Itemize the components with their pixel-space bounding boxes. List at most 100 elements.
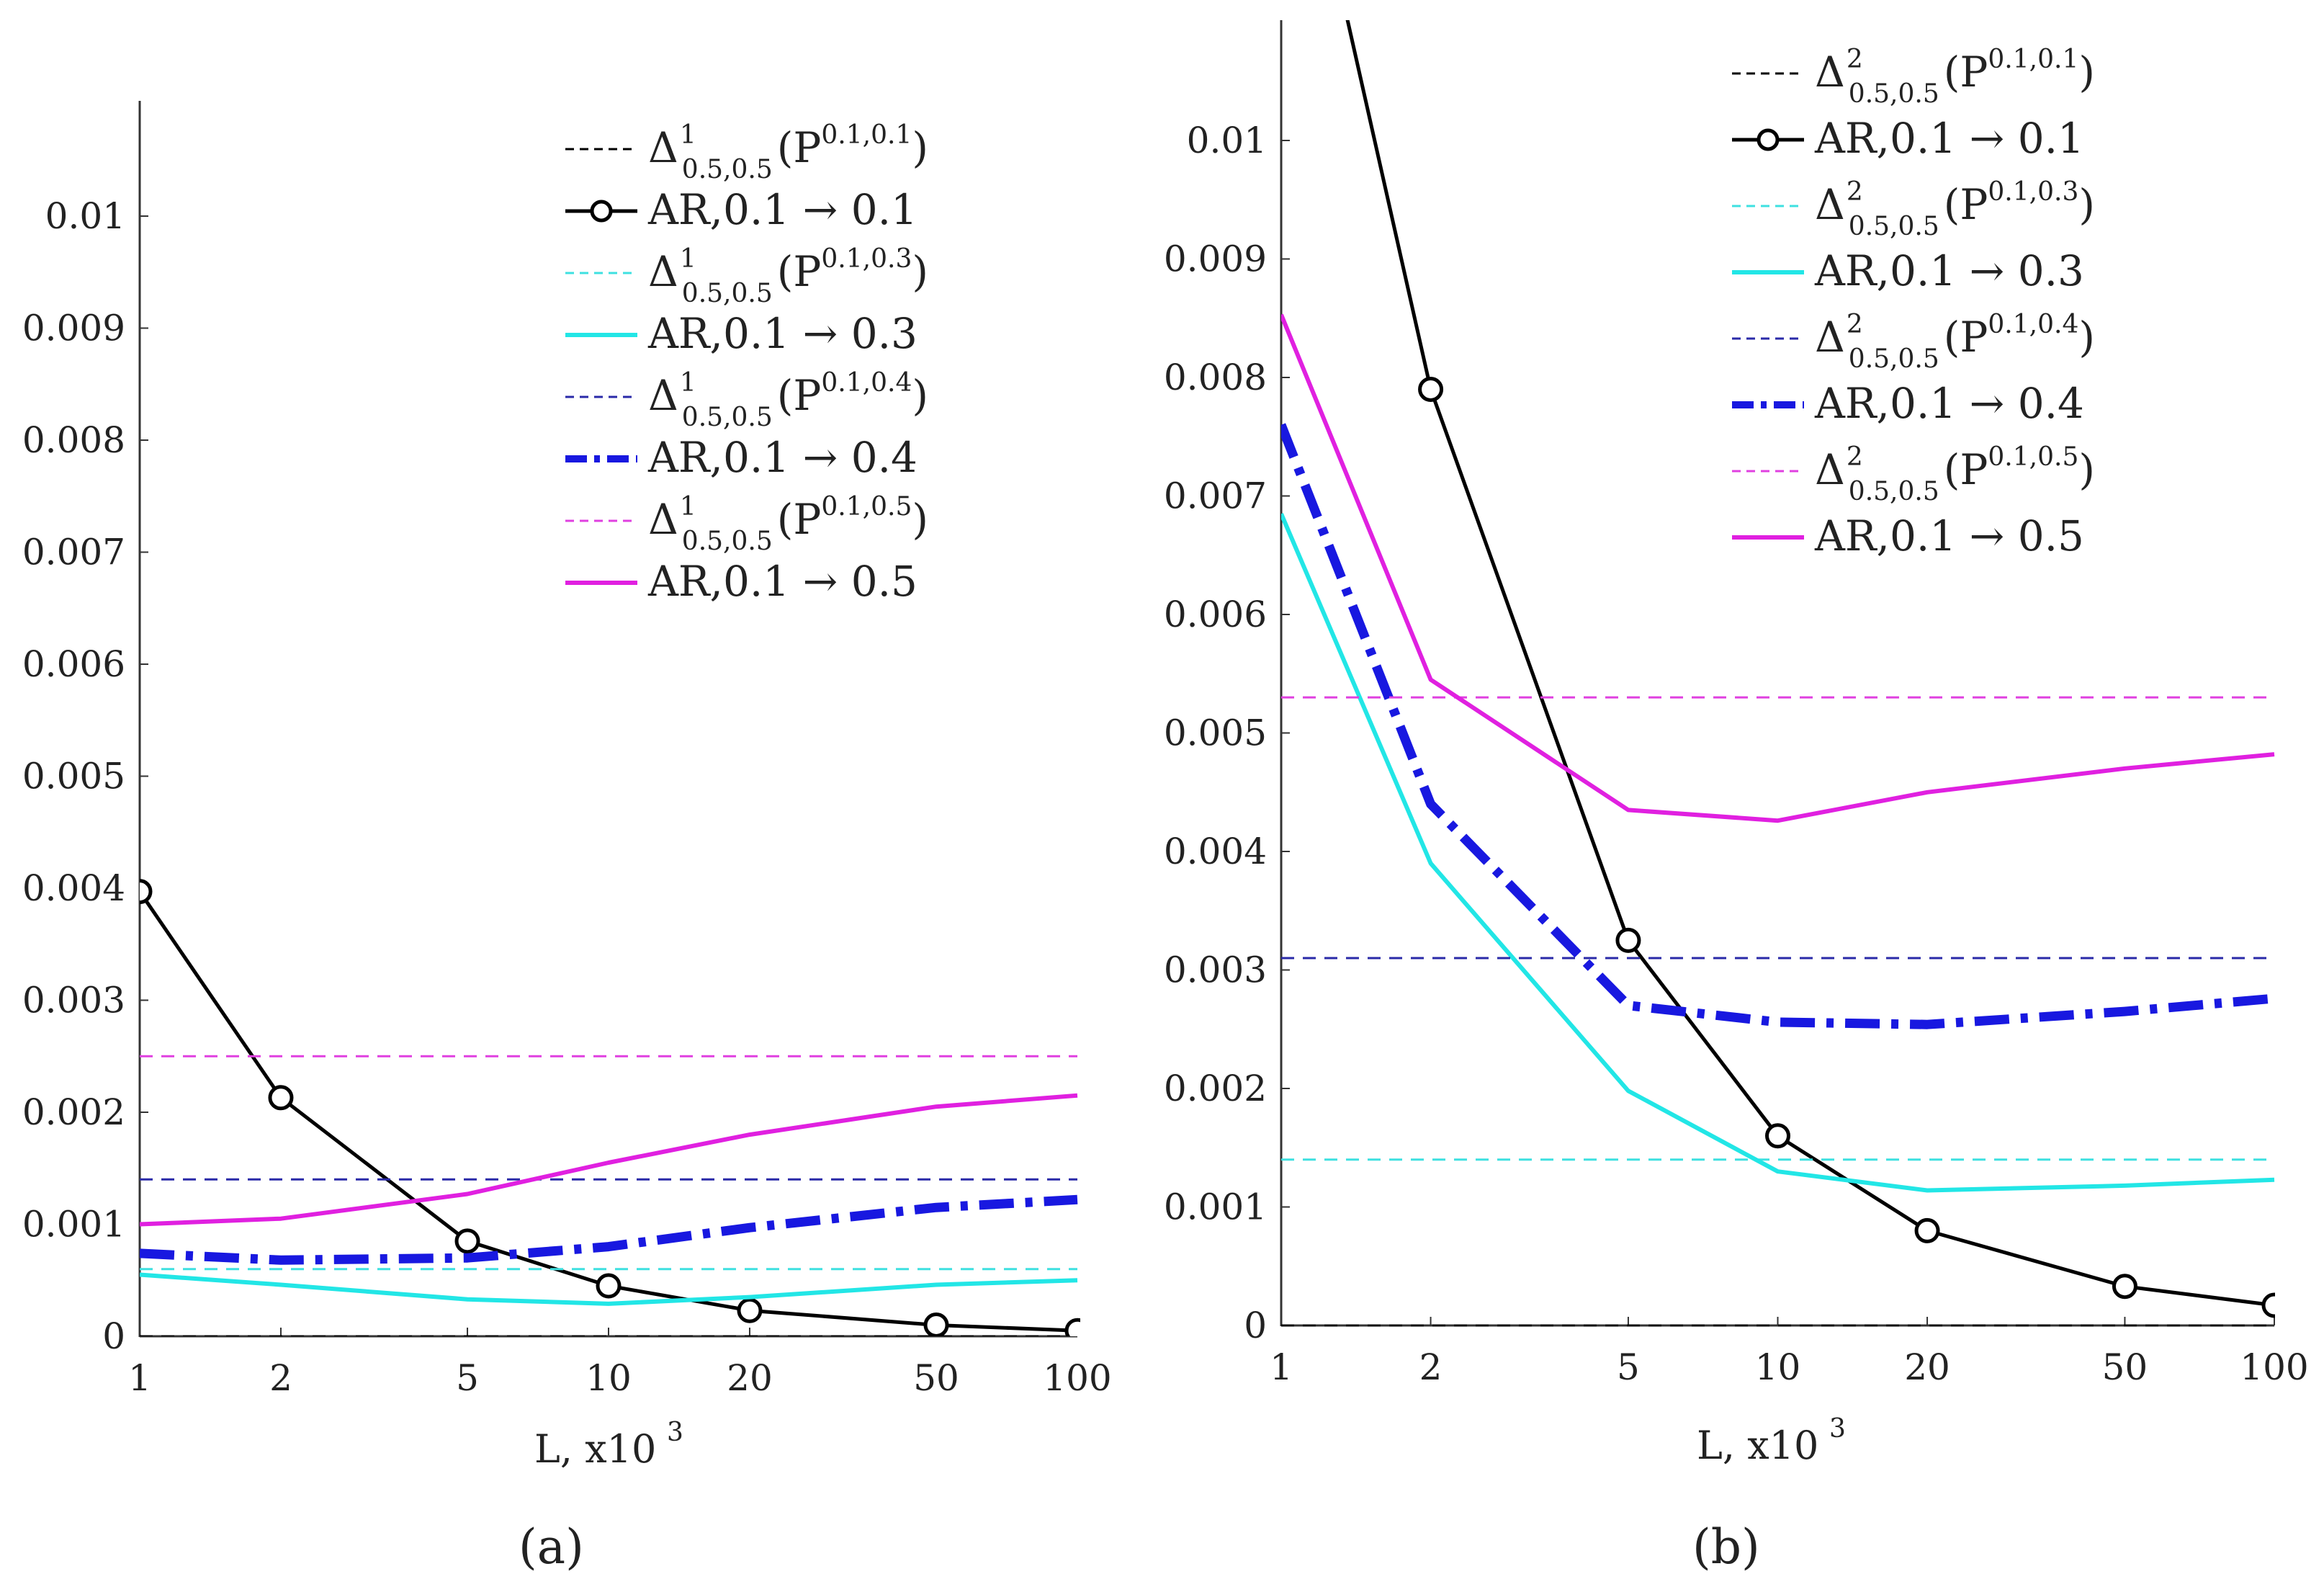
x-tick-label: 1 [1270, 1346, 1293, 1388]
legend-label: AR,0.1 → 0.3 [1814, 246, 2084, 295]
series-line [140, 1093, 1078, 1227]
legend-entry: AR,0.1 → 0.5 [1732, 511, 2084, 560]
data-point [2261, 1292, 2275, 1318]
y-tick-label: 0.003 [1164, 949, 1267, 991]
panel-b-y-tick: 0.01 [1187, 120, 1290, 161]
panel-a-x-tick: 10 [586, 1328, 632, 1399]
legend-label-sup: 2 [1847, 442, 1863, 472]
legend-entry: AR,0.1 → 0.3 [1732, 246, 2084, 295]
legend-label: Δ2 0.5,0.5 (P0.1,0.4) [1815, 310, 2095, 374]
legend-marker [1757, 128, 1780, 151]
x-tick-label: 2 [1419, 1346, 1443, 1388]
legend-label-sub: 0.5,0.5 [682, 155, 773, 184]
panel-b-series-7 [1281, 313, 2275, 823]
x-tick-label: 20 [1904, 1346, 1950, 1388]
legend-label-close: ) [2078, 445, 2095, 494]
panel-b-y-tick: 0.001 [1164, 1186, 1290, 1228]
legend-entry: Δ2 0.5,0.5 (P0.1,0.5) [1732, 442, 2095, 506]
legend-label-argsup: 0.1,0.1 [1988, 45, 2078, 74]
panel-b-x-tick: 20 [1904, 1317, 1950, 1388]
legend-label-sub: 0.5,0.5 [1849, 477, 1939, 506]
legend-label-arg: (P [1944, 48, 1988, 97]
legend-entry: AR,0.1 → 0.4 [565, 433, 918, 482]
legend-label-sub: 0.5,0.5 [1849, 212, 1939, 241]
legend-label-arg: (P [777, 371, 822, 420]
panel-b-x-axis: 1 2 5 10 20 50 100 [1270, 1317, 2309, 1388]
panel-b-x-tick: 50 [2102, 1317, 2148, 1388]
panel-a-y-tick: 0.007 [22, 532, 148, 573]
panel-a-y-tick: 0.008 [22, 419, 148, 461]
legend-label-arg: (P [1944, 180, 1988, 229]
legend-label-argsup: 0.1,0.5 [821, 492, 912, 522]
panel-b: 0 0.001 0.002 0.003 0.004 0.005 0.006 0.007 0.00… [1164, 20, 2309, 1575]
data-point [923, 1312, 949, 1336]
legend-label-close: ) [912, 247, 928, 296]
x-tick-label: 100 [1043, 1357, 1111, 1399]
legend-label-arg: (P [777, 123, 822, 172]
x-tick-label: 10 [1755, 1346, 1801, 1388]
data-point [140, 879, 153, 905]
y-tick-label: 0.001 [1164, 1186, 1267, 1228]
panel-b-y-tick: 0.004 [1164, 831, 1290, 872]
legend-label: Δ2 0.5,0.5 (P0.1,0.3) [1815, 177, 2095, 241]
x-tick-label: 50 [2102, 1346, 2148, 1388]
panel-b-y-axis: 0 0.001 0.002 0.003 0.004 0.005 0.006 0.007 0.00… [1164, 20, 1290, 1346]
data-point [268, 1085, 294, 1111]
y-tick-label: 0.009 [22, 308, 125, 349]
panel-a-x-axis: 1 2 5 10 20 50 100 [128, 1328, 1112, 1399]
legend-entry: Δ2 0.5,0.5 (P0.1,0.3) [1732, 177, 2095, 241]
panel-a-y-axis: 0 0.001 0.002 0.003 0.004 0.005 0.006 0.007 0.00… [22, 101, 148, 1357]
legend-label-arg: (P [1944, 445, 1988, 494]
legend-label-arg: (P [777, 247, 822, 296]
legend-label-arg: (P [777, 495, 822, 544]
panel-a-y-tick: 0.009 [22, 308, 148, 349]
legend-label: AR,0.1 → 0.4 [647, 433, 918, 482]
panel-a-y-tick: 0.001 [22, 1204, 148, 1246]
legend-entry: AR,0.1 → 0.4 [1732, 379, 2084, 428]
panel-b-series-3 [1281, 513, 2275, 1193]
series-line [1281, 313, 2275, 823]
legend-marker [590, 200, 613, 223]
panel-b-y-tick: 0 [1244, 1305, 1290, 1346]
legend-label-argsup: 0.1,0.4 [1988, 310, 2078, 339]
y-tick-label: 0.007 [1164, 475, 1267, 517]
legend-entry: Δ2 0.5,0.5 (P0.1,0.4) [1732, 310, 2095, 374]
series-line [1345, 20, 2275, 1307]
legend-label-sup: 1 [680, 244, 696, 274]
panel-b-y-tick: 0.002 [1164, 1068, 1290, 1109]
legend-entry: Δ2 0.5,0.5 (P0.1,0.1) [1732, 45, 2095, 109]
series-line [140, 890, 1078, 1333]
data-point [1914, 1217, 1940, 1243]
legend-label-close: ) [912, 371, 928, 420]
legend-entry: Δ1 0.5,0.5 (P0.1,0.4) [565, 368, 928, 432]
panel-b-x-axis-label: L, x10 [1697, 1423, 1818, 1468]
legend-label: Δ2 0.5,0.5 (P0.1,0.5) [1815, 442, 2095, 506]
series-line [1281, 513, 2275, 1193]
legend-entry: Δ1 0.5,0.5 (P0.1,0.5) [565, 492, 928, 556]
y-tick-label: 0.005 [22, 756, 125, 797]
legend-entry: AR,0.1 → 0.3 [565, 309, 918, 358]
panel-a-series-7 [140, 1093, 1078, 1227]
x-tick-label: 50 [913, 1357, 959, 1399]
legend-label-close: ) [2078, 180, 2095, 229]
legend-label-sub: 0.5,0.5 [1849, 79, 1939, 109]
panel-b-x-tick: 100 [2240, 1317, 2309, 1388]
legend-label-close: ) [912, 495, 928, 544]
panel-b-y-tick: 0.005 [1164, 712, 1290, 754]
legend-label-close: ) [2078, 48, 2095, 97]
y-tick-label: 0.003 [22, 980, 125, 1021]
y-tick-label: 0.004 [1164, 831, 1267, 872]
legend-entry: Δ1 0.5,0.5 (P0.1,0.3) [565, 244, 928, 308]
y-tick-label: 0.007 [22, 532, 125, 573]
x-tick-label: 2 [269, 1357, 292, 1399]
panel-a-x-tick: 50 [913, 1328, 959, 1399]
y-tick-label: 0.001 [22, 1204, 125, 1246]
legend-label: AR,0.1 → 0.4 [1814, 379, 2084, 428]
data-point [1064, 1318, 1080, 1336]
panel-a-legend: Δ1 0.5,0.5 (P0.1,0.1)AR,0.1 → 0.1Δ1 0.5,0.5… [565, 120, 928, 606]
panel-a-y-tick: 0.005 [22, 756, 148, 797]
legend-label-sub: 0.5,0.5 [682, 527, 773, 556]
panel-a-y-tick: 0.004 [22, 867, 148, 909]
legend-label: Δ2 0.5,0.5 (P0.1,0.1) [1815, 45, 2095, 109]
